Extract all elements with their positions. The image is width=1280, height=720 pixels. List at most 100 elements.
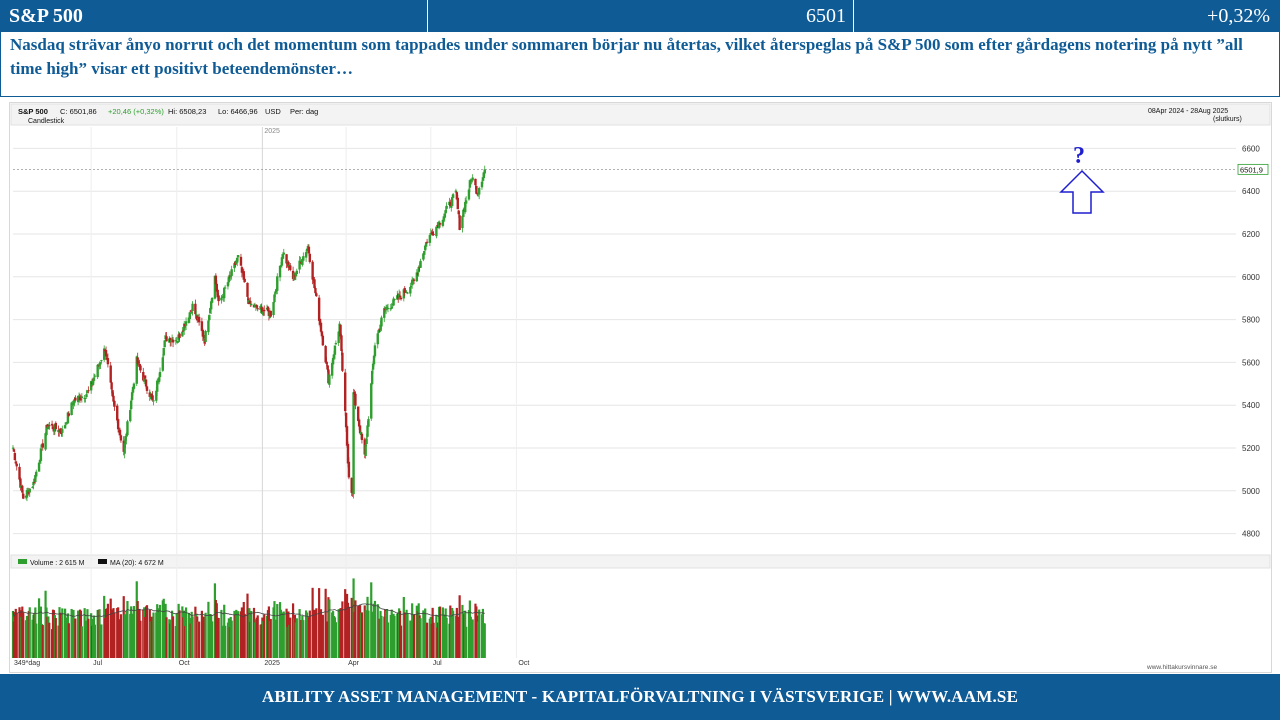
volume-bar bbox=[67, 623, 70, 658]
volume-bar bbox=[158, 604, 162, 658]
chart-high: Hi: 6508,23 bbox=[168, 107, 206, 116]
last-price-box bbox=[1237, 163, 1269, 175]
candle-body bbox=[461, 216, 464, 229]
candle-body bbox=[13, 452, 17, 461]
candle-body bbox=[451, 194, 455, 198]
candle-body bbox=[422, 253, 425, 260]
candle-body bbox=[202, 335, 205, 339]
candle-body bbox=[233, 263, 236, 269]
candle-body bbox=[347, 461, 351, 478]
candle-body bbox=[415, 272, 419, 282]
volume-bar bbox=[302, 620, 305, 658]
candle-body bbox=[262, 311, 265, 316]
candle-body bbox=[314, 287, 317, 294]
volume-bar bbox=[145, 605, 149, 658]
candle-body bbox=[279, 265, 283, 267]
watermark: www.hittakursvinnare.se bbox=[1146, 664, 1217, 671]
chart-low: Lo: 6466,96 bbox=[218, 107, 258, 116]
candle-body bbox=[482, 172, 486, 179]
candle-body bbox=[367, 419, 370, 427]
volume-bar bbox=[93, 624, 96, 658]
candle-body bbox=[390, 306, 393, 309]
candle-body bbox=[481, 177, 485, 181]
candle-body bbox=[158, 371, 162, 378]
candle-body bbox=[197, 316, 201, 323]
candle-body bbox=[301, 260, 304, 265]
volume-bar bbox=[61, 608, 64, 658]
candle-body bbox=[467, 189, 471, 200]
candle-body bbox=[424, 245, 427, 251]
candle-body bbox=[352, 392, 355, 495]
volume-bar bbox=[256, 615, 259, 658]
candle-body bbox=[392, 298, 395, 306]
ma-legend-swatch bbox=[98, 559, 107, 564]
candle-body bbox=[151, 395, 154, 400]
candle-body bbox=[92, 377, 96, 381]
candle-body bbox=[26, 489, 30, 492]
candle-body bbox=[129, 410, 132, 422]
candle-body bbox=[111, 390, 114, 397]
candle-body bbox=[91, 380, 95, 386]
candle-body bbox=[370, 383, 373, 419]
candle-body bbox=[143, 377, 146, 382]
volume-bar bbox=[80, 626, 83, 658]
candle-body bbox=[317, 297, 321, 321]
volume-bar bbox=[458, 595, 461, 658]
volume-bar bbox=[367, 610, 370, 658]
volume-bar bbox=[419, 618, 422, 658]
candle-body bbox=[278, 265, 282, 278]
volume-bar bbox=[478, 609, 481, 658]
volume-bar bbox=[399, 625, 403, 658]
candle-body bbox=[184, 321, 188, 326]
x-tick-label: Apr bbox=[348, 660, 360, 667]
candle-body bbox=[110, 382, 113, 390]
up-arrow-icon bbox=[1059, 169, 1105, 214]
candle-body bbox=[320, 331, 324, 337]
y-tick-label: 5400 bbox=[1242, 401, 1260, 410]
candle-body bbox=[428, 235, 432, 243]
volume-bar bbox=[171, 616, 175, 658]
candle-body bbox=[357, 419, 361, 427]
candle-body bbox=[455, 192, 459, 200]
candle-body bbox=[384, 308, 388, 310]
candle-body bbox=[226, 282, 230, 287]
candle-body bbox=[419, 260, 422, 268]
candle-body bbox=[330, 363, 334, 376]
candle-body bbox=[328, 374, 331, 385]
candle-body bbox=[462, 209, 465, 217]
candle-body bbox=[339, 324, 342, 337]
candle-body bbox=[215, 283, 218, 292]
candle-body bbox=[34, 475, 37, 483]
volume-bar bbox=[432, 622, 435, 658]
candle-body bbox=[377, 329, 380, 334]
candle-body bbox=[371, 363, 375, 370]
volume-bar bbox=[483, 623, 486, 658]
candle-body bbox=[51, 426, 55, 430]
candle-body bbox=[143, 375, 147, 379]
volume-bar bbox=[393, 615, 396, 658]
candle-body bbox=[216, 289, 219, 298]
x-tick-label: Oct bbox=[518, 660, 529, 667]
candle-body bbox=[359, 432, 363, 435]
candle-body bbox=[345, 426, 349, 446]
candle-body bbox=[398, 295, 402, 297]
chart-close: C: 6501,86 bbox=[60, 107, 97, 116]
volume-bar bbox=[328, 599, 331, 658]
volume-bar bbox=[321, 614, 324, 658]
candle-body bbox=[169, 337, 172, 343]
candle-body bbox=[210, 297, 214, 303]
volume-bar bbox=[237, 611, 240, 658]
candle-body bbox=[32, 481, 35, 486]
y-tick-label: 5200 bbox=[1242, 444, 1260, 453]
y-tick-label: 5800 bbox=[1242, 316, 1260, 325]
candle-body bbox=[93, 375, 97, 377]
candle-body bbox=[325, 361, 328, 364]
candle-body bbox=[60, 431, 63, 435]
question-mark: ? bbox=[1073, 143, 1085, 169]
volume-bar bbox=[250, 610, 253, 658]
volume-bar bbox=[113, 612, 116, 658]
volume-bar bbox=[22, 612, 25, 658]
candle-body bbox=[475, 186, 478, 194]
candle-body bbox=[425, 241, 429, 243]
candle-body bbox=[261, 307, 264, 314]
